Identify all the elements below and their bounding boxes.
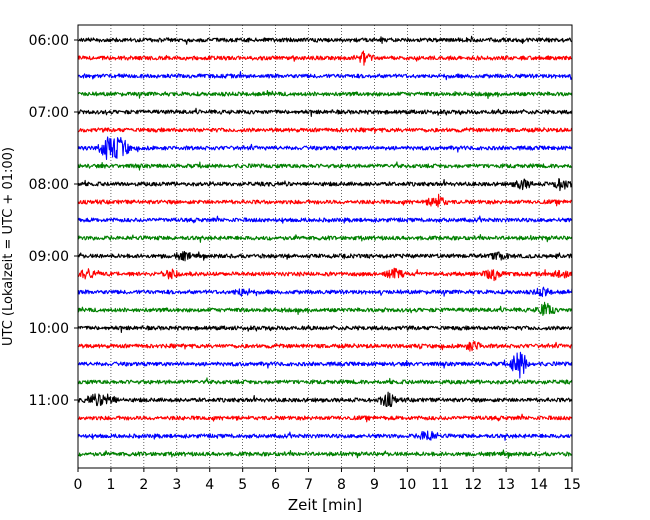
- y-axis-label: UTC (Lokalzeit = UTC + 01:00): [1, 147, 16, 346]
- trace-0700: [77, 107, 573, 117]
- trace-1100: [77, 391, 573, 408]
- x-tick-label: 8: [337, 477, 346, 493]
- trace-1145: [77, 449, 573, 459]
- x-tick-label: 5: [238, 477, 247, 493]
- plot-frame: [77, 24, 573, 469]
- trace-0630: [77, 71, 573, 81]
- trace-1030: [77, 351, 573, 379]
- y-tick-label: 10:00: [29, 321, 69, 337]
- x-tick-label: 4: [205, 477, 214, 493]
- trace-0730: [77, 136, 573, 161]
- x-tick-label: 7: [304, 477, 313, 493]
- x-tick-label: 1: [106, 477, 115, 493]
- trace-0900: [77, 250, 573, 262]
- trace-0830: [77, 215, 573, 224]
- trace-1015: [77, 341, 573, 352]
- trace-0745: [77, 161, 573, 171]
- x-tick-label: 14: [530, 477, 548, 493]
- trace-1130: [77, 430, 573, 441]
- x-tick-label: 9: [370, 477, 379, 493]
- y-tick-label: 07:00: [29, 105, 69, 121]
- trace-1045: [77, 377, 573, 385]
- x-tick-label: 11: [431, 477, 449, 493]
- x-tick-label: 6: [271, 477, 280, 493]
- trace-0915: [77, 267, 573, 282]
- trace-0845: [77, 234, 573, 243]
- trace-1000: [77, 324, 573, 333]
- x-tick-label: 15: [563, 477, 581, 493]
- trace-0715: [77, 127, 573, 134]
- x-tick-label: 0: [74, 477, 83, 493]
- trace-0815: [77, 193, 573, 208]
- y-tick-label: 08:00: [29, 177, 69, 193]
- y-tick-label: 09:00: [29, 249, 69, 265]
- x-tick-label: 12: [464, 477, 482, 493]
- trace-0800: [77, 178, 573, 192]
- x-tick-label: 10: [398, 477, 416, 493]
- x-tick-label: 3: [172, 477, 181, 493]
- x-axis-label: Zeit [min]: [288, 496, 362, 514]
- trace-1115: [77, 413, 573, 423]
- trace-0930: [77, 286, 573, 298]
- y-tick-label: 11:00: [29, 393, 69, 409]
- trace-0615: [77, 50, 573, 66]
- x-tick-label: 13: [497, 477, 515, 493]
- traces: [77, 35, 573, 459]
- y-tick-label: 06:00: [29, 33, 69, 49]
- trace-0645: [77, 90, 573, 99]
- trace-0945: [77, 301, 573, 317]
- y-axis-ticks: 06:00 07:00 08:00 09:00 10:00 11:00: [29, 33, 78, 409]
- trace-0600: [77, 35, 573, 45]
- x-tick-label: 2: [139, 477, 148, 493]
- x-axis-ticks: 0 1 2 3 4 5 6 7 8 9 10 11 12 13 14 15: [74, 468, 581, 493]
